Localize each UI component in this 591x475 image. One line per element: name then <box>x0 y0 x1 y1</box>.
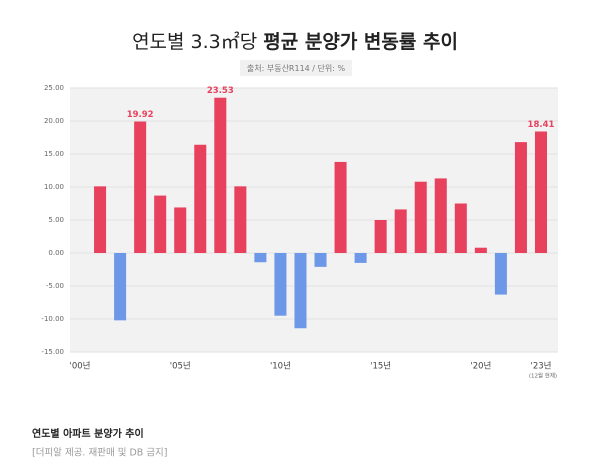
chart-title: 연도별 3.3㎡당 평균 분양가 변동률 추이 <box>132 30 458 53</box>
bar <box>174 207 187 253</box>
subtitle: 출처: 부동산R114 / 단위: % <box>247 63 346 73</box>
bar <box>494 253 507 295</box>
bar <box>94 186 107 253</box>
bar <box>374 220 387 253</box>
bar <box>434 178 447 253</box>
subtitle-box <box>240 60 352 76</box>
value-label: 23.53 <box>207 86 234 96</box>
y-tick-label: 0.00 <box>48 249 64 257</box>
bar <box>314 253 327 267</box>
title-bold: 평균 분양가 변동률 추이 <box>263 31 458 53</box>
x-tick-label: '00년 <box>70 361 91 372</box>
bar <box>394 209 407 253</box>
bar <box>454 203 467 253</box>
y-tick-label: -5.00 <box>46 282 64 290</box>
x-tick-label: '15년 <box>370 361 391 372</box>
bar <box>134 121 147 253</box>
value-label: 19.92 <box>127 110 154 120</box>
bar <box>294 253 307 329</box>
bar <box>154 195 167 253</box>
y-tick-label: 10.00 <box>44 183 64 191</box>
y-tick-label: 25.00 <box>44 84 64 92</box>
x-tick-label: '20년 <box>470 361 491 372</box>
y-tick-label: 5.00 <box>48 216 64 224</box>
y-tick-label: 20.00 <box>44 117 64 125</box>
x-tick-label: '05년 <box>170 361 191 372</box>
y-tick-label: -15.00 <box>41 348 64 356</box>
footer-caption: 연도별 아파트 분양가 추이 <box>32 427 144 440</box>
bar <box>534 131 547 253</box>
value-label: 18.41 <box>528 120 555 130</box>
bar <box>194 144 207 253</box>
x-tick-label: '10년 <box>270 361 291 372</box>
bar <box>254 253 267 263</box>
bar <box>474 247 487 253</box>
bar <box>354 253 367 263</box>
footer-credit: [더피알 제공. 재판매 및 DB 금지] <box>32 447 168 459</box>
y-tick-label: 15.00 <box>44 150 64 158</box>
x-note: (12월 현재) <box>529 372 557 380</box>
bar <box>414 181 427 253</box>
bar <box>234 186 247 253</box>
y-tick-label: -10.00 <box>41 315 64 323</box>
bar <box>214 97 227 254</box>
bar <box>334 161 347 253</box>
title-light: 연도별 3.3㎡당 <box>132 30 263 53</box>
x-tick-label: '23년 <box>530 361 551 372</box>
bar <box>514 142 527 253</box>
bar <box>114 253 127 321</box>
bar <box>274 253 287 316</box>
